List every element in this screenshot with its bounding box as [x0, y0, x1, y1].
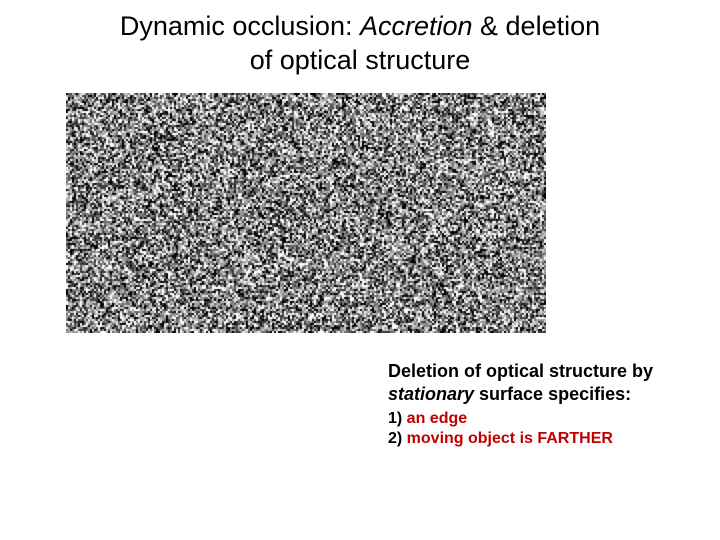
caption-stationary: stationary: [388, 384, 474, 404]
item1-number: 1): [388, 410, 407, 427]
caption-item-1: 1) an edge: [388, 409, 688, 429]
title-post: & deletion: [473, 11, 601, 41]
title-line-1: Dynamic occlusion: Accretion & deletion: [0, 10, 720, 44]
slide: Dynamic occlusion: Accretion & deletion …: [0, 0, 720, 540]
title-prefix: Dynamic occlusion:: [120, 11, 360, 41]
item2-text: moving object is FARTHER: [407, 430, 613, 447]
slide-title: Dynamic occlusion: Accretion & deletion …: [0, 10, 720, 78]
caption-block: Deletion of optical structure by station…: [388, 360, 688, 449]
random-dot-noise-canvas: [66, 93, 546, 333]
item2-number: 2): [388, 430, 407, 447]
title-line-2: of optical structure: [0, 44, 720, 78]
caption-lead: Deletion of optical structure by station…: [388, 360, 688, 405]
title-accretion: Accretion: [360, 11, 473, 41]
caption-item-2: 2) moving object is FARTHER: [388, 429, 688, 449]
caption-lead-post: surface specifies:: [474, 384, 631, 404]
item1-text: an edge: [407, 410, 467, 427]
caption-items: 1) an edge 2) moving object is FARTHER: [388, 409, 688, 449]
noise-image: [66, 93, 546, 333]
caption-lead-pre: Deletion of optical structure by: [388, 361, 653, 381]
